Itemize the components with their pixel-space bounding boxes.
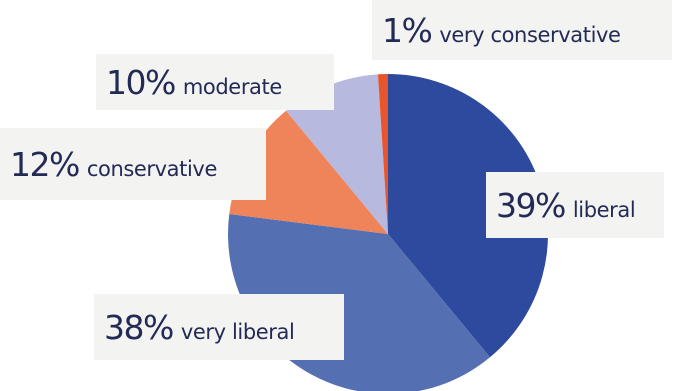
data-label-value: 12%	[10, 145, 79, 184]
data-label-text: 12% conservative	[10, 145, 217, 184]
data-label-category: moderate	[183, 75, 282, 99]
data-label-value: 38%	[104, 308, 173, 347]
data-label-text: 10% moderate	[106, 63, 282, 102]
data-label-text: 39% liberal	[496, 186, 635, 225]
data-label-text: 1% very conservative	[382, 11, 621, 50]
data-label-value: 1%	[382, 11, 431, 50]
pie-slice-moderate	[286, 74, 388, 234]
pie-slice-conservative	[229, 110, 388, 234]
data-label-value: 39%	[496, 186, 565, 225]
data-label-box	[372, 0, 672, 60]
data-label-liberal: 39% liberal	[486, 172, 664, 238]
data-label-box	[486, 172, 664, 238]
data-label-category: very liberal	[181, 320, 295, 344]
data-label-category: conservative	[87, 157, 217, 181]
data-label-box	[94, 294, 344, 360]
data-label-very-liberal: 38% very liberal	[94, 294, 344, 360]
data-label-value: 10%	[106, 63, 175, 102]
data-label-conservative: 12% conservative	[0, 128, 266, 200]
pie-slice-liberal	[388, 74, 548, 358]
data-label-moderate: 10% moderate	[96, 54, 334, 110]
data-label-very-conservative: 1% very conservative	[372, 0, 672, 60]
data-label-category: liberal	[573, 198, 635, 222]
data-label-text: 38% very liberal	[104, 308, 294, 347]
pie-slice-very-conservative	[377, 74, 388, 234]
data-label-box	[96, 54, 334, 110]
data-label-category: very conservative	[439, 23, 620, 47]
data-label-box	[0, 128, 266, 200]
pie-labels: 39% liberal 38% very liberal 12% conservative…	[0, 0, 672, 360]
